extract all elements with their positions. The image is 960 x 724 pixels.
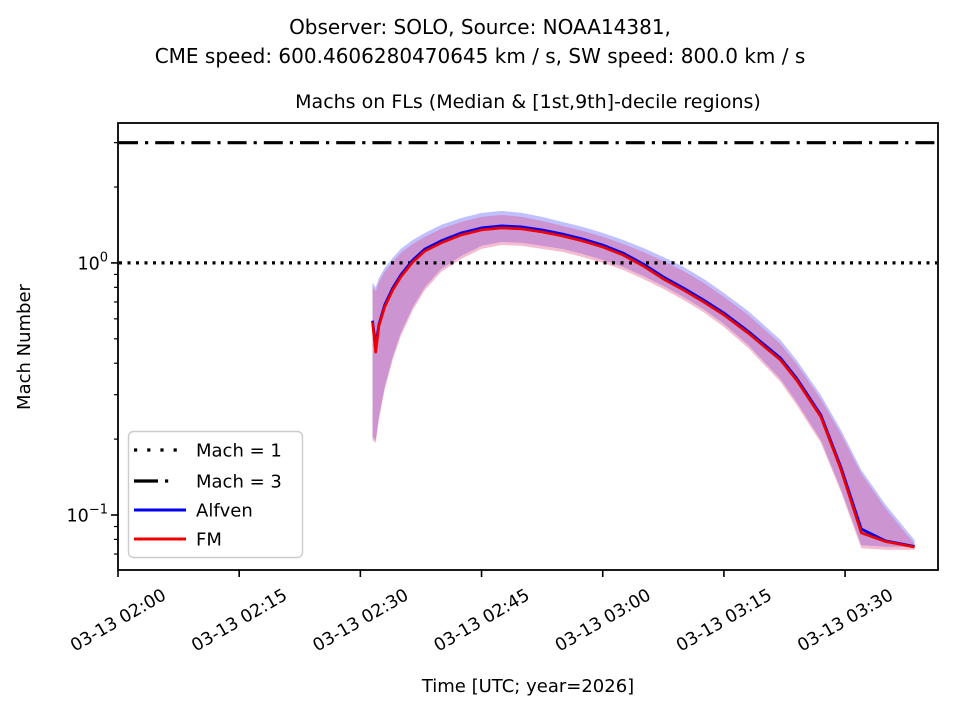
axes-title: Machs on FLs (Median & [1st,9th]-decile … [295, 91, 761, 113]
y-axis-label: Mach Number [14, 283, 35, 409]
figure-title-line1: Observer: SOLO, Source: NOAA14381, [289, 15, 671, 39]
alfven-decile-band [372, 210, 915, 547]
legend-box [127, 430, 304, 559]
legend-label-mach-1: Mach = 1 [196, 441, 282, 462]
y-tick-label: 100 [77, 250, 108, 274]
plot-area [119, 141, 937, 550]
y-tick-label: 10−1 [67, 502, 108, 526]
figure-title-line2: CME speed: 600.4606280470645 km / s, SW … [155, 44, 806, 68]
legend: Mach = 1 Mach = 3 Alfven FM [127, 430, 304, 559]
legend-label-fm: FM [196, 530, 222, 551]
legend-label-mach-3: Mach = 3 [196, 472, 282, 493]
fm-median-line [371, 226, 915, 549]
legend-label-alfven: Alfven [196, 501, 253, 522]
plot-border [117, 122, 939, 571]
legend-samples [134, 448, 186, 541]
x-axis-label: Time [UTC; year=2026] [421, 676, 634, 697]
